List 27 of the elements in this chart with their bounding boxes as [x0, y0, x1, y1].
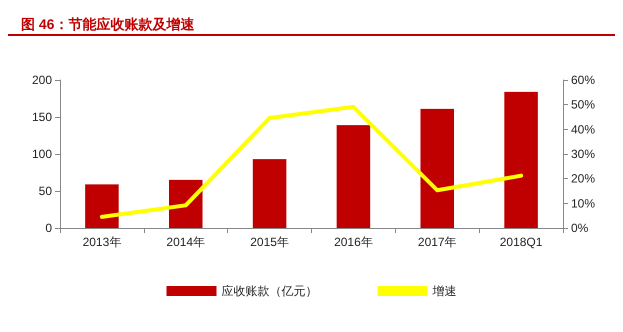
y2-tick-label: 20% — [571, 172, 596, 186]
legend-label: 增速 — [432, 284, 456, 298]
y-tick-label: 50 — [38, 184, 52, 198]
y2-tick-label: 40% — [571, 122, 596, 136]
bar — [85, 184, 119, 228]
y-tick-label: 0 — [45, 221, 52, 235]
y-tick-label: 100 — [32, 147, 52, 161]
bar — [252, 159, 286, 228]
x-tick-label: 2016年 — [334, 235, 373, 249]
y2-tick-label: 50% — [571, 98, 596, 112]
bar — [420, 108, 454, 228]
x-tick-label: 2015年 — [250, 235, 289, 249]
y-tick-label: 200 — [32, 73, 52, 87]
y2-tick-label: 30% — [571, 147, 596, 161]
x-tick-label: 2017年 — [418, 235, 457, 249]
y2-tick-label: 10% — [571, 196, 596, 210]
bar — [504, 92, 538, 228]
legend-label: 应收账款（亿元） — [222, 284, 318, 298]
line-series — [100, 104, 524, 219]
y-tick-label: 150 — [32, 110, 52, 124]
x-tick-label: 2013年 — [82, 235, 122, 249]
y2-tick-label: 60% — [571, 73, 596, 87]
chart-title: 图 46：节能应收账款及增速 — [21, 16, 196, 32]
x-tick-label: 2014年 — [166, 235, 206, 249]
x-tick-label: 2018Q1 — [500, 235, 543, 249]
y2-tick-label: 0% — [571, 221, 589, 235]
bar — [336, 125, 370, 228]
